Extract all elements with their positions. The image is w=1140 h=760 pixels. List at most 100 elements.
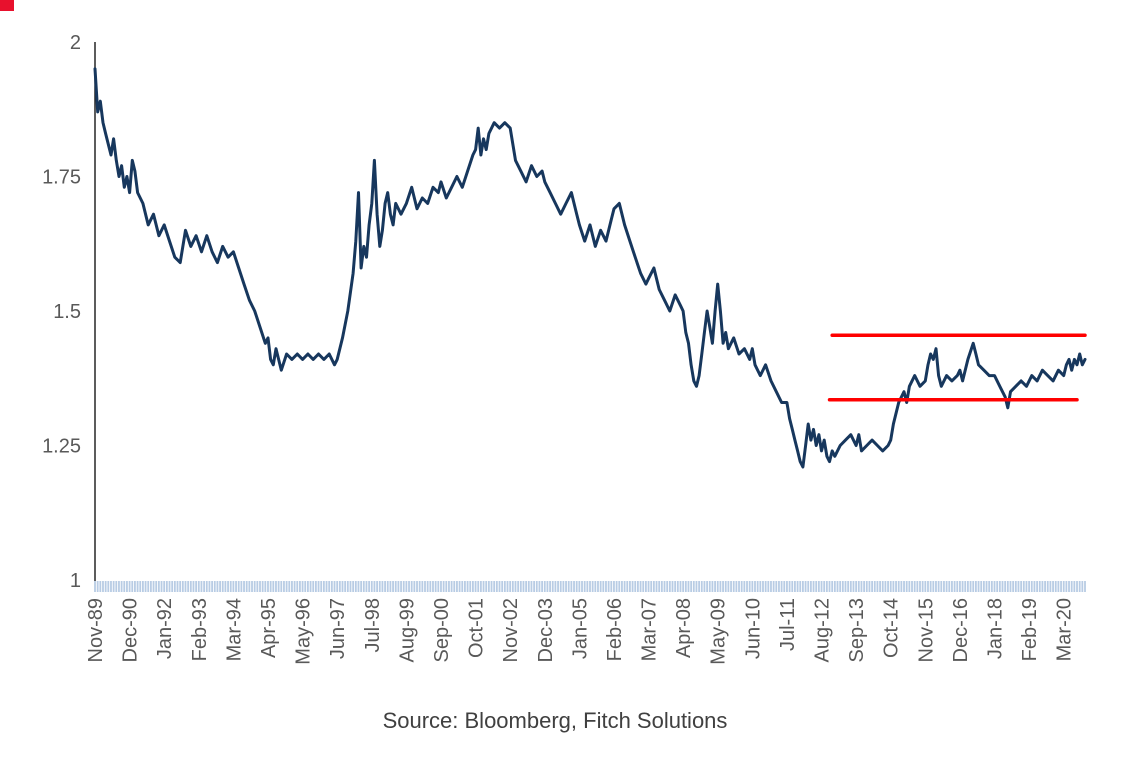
month-tick	[413, 581, 416, 592]
month-tick	[623, 581, 626, 592]
month-tick	[1020, 581, 1023, 592]
month-tick	[94, 581, 96, 592]
month-tick	[370, 581, 373, 592]
month-tick	[823, 581, 826, 592]
month-tick	[144, 581, 147, 592]
month-tick	[738, 581, 740, 592]
month-tick	[511, 581, 514, 592]
month-tick	[224, 581, 227, 592]
brand-mark	[0, 0, 14, 11]
month-tick	[695, 581, 698, 592]
month-tick	[110, 581, 112, 592]
month-tick	[852, 581, 855, 592]
month-tick	[259, 581, 261, 592]
month-tick	[392, 581, 394, 592]
month-tick	[360, 581, 363, 592]
month-tick	[791, 581, 794, 592]
x-tick-label: Jan-05	[569, 598, 591, 659]
month-tick	[708, 581, 711, 592]
month-tick	[397, 581, 400, 592]
month-tick	[256, 581, 259, 592]
month-tick	[631, 581, 634, 592]
month-tick	[833, 581, 836, 592]
month-tick	[527, 581, 530, 592]
month-tick	[990, 581, 993, 592]
month-tick	[1076, 581, 1078, 592]
month-tick	[687, 581, 690, 592]
month-tick	[269, 581, 272, 592]
month-tick	[203, 581, 206, 592]
month-tick	[434, 581, 437, 592]
month-tick	[780, 581, 783, 592]
month-tick	[509, 581, 512, 592]
x-tick-label: Apr-08	[673, 598, 695, 658]
month-tick	[466, 581, 469, 592]
month-tick	[533, 581, 536, 592]
month-tick	[817, 581, 820, 592]
month-tick	[639, 581, 642, 592]
month-tick	[562, 581, 565, 592]
month-tick	[828, 581, 831, 592]
month-tick	[1070, 581, 1073, 592]
month-tick	[291, 581, 293, 592]
month-tick	[565, 581, 567, 592]
month-tick	[682, 581, 685, 592]
month-tick	[908, 581, 911, 592]
month-tick	[472, 581, 474, 592]
x-tick-label: Dec-16	[950, 598, 972, 662]
month-tick	[581, 581, 583, 592]
month-tick	[522, 581, 525, 592]
month-tick	[652, 581, 655, 592]
x-tick-label: Feb-06	[604, 598, 626, 661]
month-tick	[368, 581, 371, 592]
month-tick	[176, 581, 179, 592]
x-tick-label: Dec-03	[535, 598, 557, 662]
month-tick	[988, 581, 991, 592]
month-tick	[575, 581, 578, 592]
month-tick	[985, 581, 988, 592]
month-tick	[889, 581, 892, 592]
month-tick	[762, 581, 764, 592]
month-tick	[213, 581, 216, 592]
month-tick	[1052, 581, 1054, 592]
month-tick	[1078, 581, 1081, 592]
month-tick	[567, 581, 570, 592]
month-tick	[900, 581, 903, 592]
month-tick	[559, 581, 562, 592]
month-tick	[165, 581, 168, 592]
month-tick	[703, 581, 706, 592]
month-tick	[307, 581, 309, 592]
month-tick	[929, 581, 932, 592]
month-tick	[479, 581, 482, 592]
month-tick	[477, 581, 480, 592]
month-tick	[205, 581, 208, 592]
month-tick	[118, 581, 120, 592]
month-tick	[1017, 581, 1020, 592]
x-tick-label: Jan-92	[154, 598, 176, 659]
month-tick	[189, 581, 192, 592]
month-tick	[1041, 581, 1044, 592]
month-tick	[759, 581, 762, 592]
month-tick	[376, 581, 378, 592]
month-tick	[346, 581, 349, 592]
month-tick	[937, 581, 940, 592]
month-tick	[727, 581, 730, 592]
month-tick	[506, 581, 509, 592]
month-tick	[104, 581, 107, 592]
month-tick	[674, 581, 677, 592]
month-tick	[887, 581, 889, 592]
month-tick	[767, 581, 770, 592]
month-tick	[658, 581, 661, 592]
month-tick	[267, 581, 269, 592]
month-tick	[171, 581, 174, 592]
x-tick-label: May-09	[708, 598, 730, 665]
month-tick	[1036, 581, 1038, 592]
month-tick	[967, 581, 969, 592]
month-tick	[299, 581, 301, 592]
month-tick	[935, 581, 937, 592]
month-tick	[679, 581, 682, 592]
month-tick	[911, 581, 913, 592]
month-tick	[389, 581, 392, 592]
month-tick	[448, 581, 450, 592]
month-tick	[445, 581, 448, 592]
